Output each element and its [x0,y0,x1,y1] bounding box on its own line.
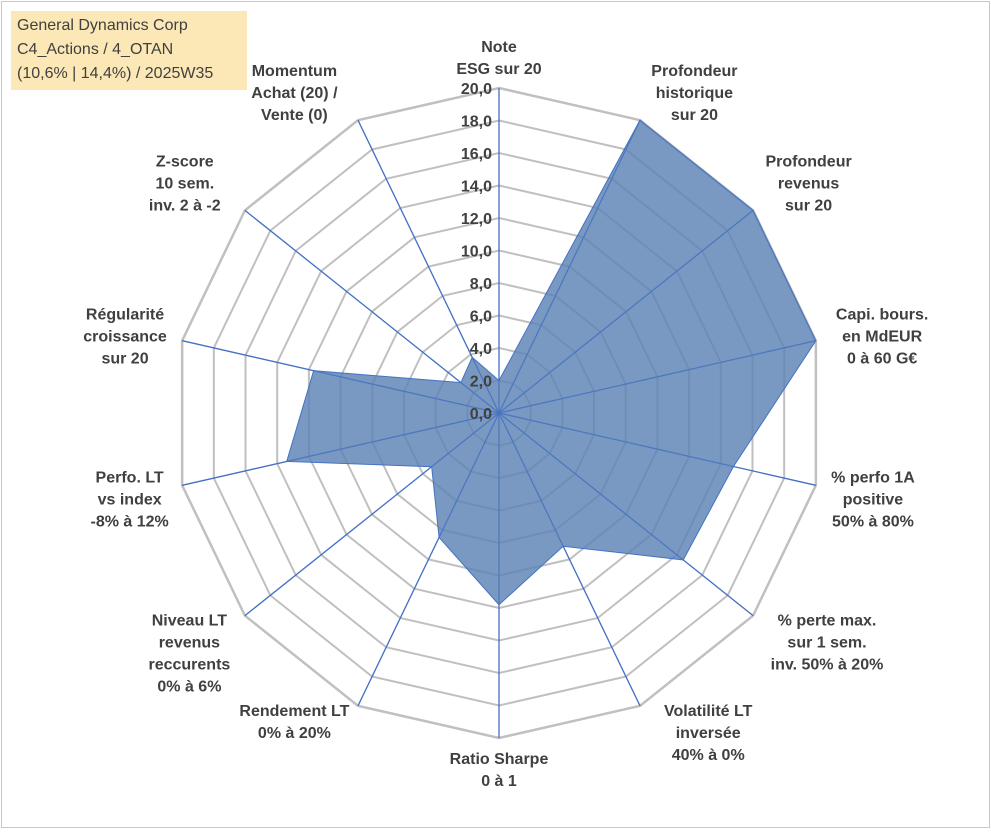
tick-label: 6,0 [470,309,492,326]
category-label-line: vs index [98,491,162,508]
category-label-line: Note [481,39,517,56]
title-line-3: (10,6% | 14,4%) / 2025W35 [17,65,214,82]
category-label-line: -8% à 12% [91,513,169,530]
category-label-line: Achat (20) / [251,85,338,102]
axis-spoke-overlay [244,209,500,414]
category-label-line: Profondeur [765,153,851,170]
category-label-line: 40% à 0% [672,747,745,764]
category-label-line: 10 sem. [155,175,214,192]
category-label: Profondeur revenus sur 20 [765,153,851,214]
category-label-line: Rendement LT [239,703,349,720]
category-label-line: positive [843,491,904,508]
radar-series [182,88,817,738]
category-label-line: inv. 50% à 20% [771,657,884,674]
category-label-line: 50% à 80% [832,513,914,530]
category-label-line: 0 à 1 [481,773,517,790]
category-label-line: % perfo 1A [831,469,915,486]
tick-label: 14,0 [461,179,492,196]
category-label: Ratio Sharpe 0 à 1 [450,751,549,790]
axis-spoke-overlay [498,412,816,486]
category-label-line: sur 20 [785,197,832,214]
category-label-line: Régularité [86,307,164,324]
axis-spoke-overlay [244,412,500,617]
category-label-line: % perte max. [778,613,877,630]
category-label: Capi. bours. en MdEUR 0 à 60 G€ [836,307,928,368]
category-label-line: croissance [83,329,167,346]
category-label-line: reccurents [148,657,230,674]
category-label-line: Niveau LT [152,613,228,630]
category-label-line: historique [656,85,733,102]
tick-label: 2,0 [470,374,492,391]
category-label-line: Ratio Sharpe [450,751,549,768]
category-label: Volatilité LT inversée 40% à 0% [664,703,753,764]
axis-spoke-overlay [498,340,816,414]
category-label-line: Momentum [252,63,337,80]
category-label-line: Vente (0) [261,107,328,124]
category-label: Régularité croissance sur 20 [83,307,167,368]
category-label-line: sur 20 [101,351,148,368]
category-label: Momentum Achat (20) / Vente (0) [251,63,338,124]
title-line-1: General Dynamics Corp [17,17,188,34]
tick-label: 18,0 [461,114,492,131]
tick-label: 20,0 [461,81,492,98]
category-label-line: inversée [676,725,741,742]
category-label-line: Z-score [156,153,214,170]
category-label: % perte max. sur 1 sem. inv. 50% à 20% [771,613,884,674]
category-label: Note ESG sur 20 [456,39,541,78]
category-label-line: ESG sur 20 [456,61,541,78]
category-label-line: revenus [159,635,220,652]
axis-spoke-overlay [498,412,754,617]
tick-label: 0,0 [470,406,492,423]
category-label-line: Volatilité LT [664,703,753,720]
axis-spoke-overlay [498,209,754,414]
category-label-line: Perfo. LT [96,469,164,486]
category-label-line: sur 20 [671,107,718,124]
series-area [286,119,817,606]
category-label: Rendement LT 0% à 20% [239,703,349,742]
category-label: Perfo. LT vs index -8% à 12% [91,469,169,530]
radial-tick-labels: 0,0 2,0 4,0 6,0 8,0 10,0 12,0 14,0 16,0 18,0 20,0 [461,81,492,423]
category-label: Niveau LT revenus reccurents 0% à 6% [148,613,230,696]
category-label-line: Capi. bours. [836,307,928,324]
category-label-line: 0% à 6% [157,679,221,696]
tick-label: 16,0 [461,146,492,163]
title-line-2: C4_Actions / 4_OTAN [17,41,174,58]
category-label-line: Profondeur [651,63,737,80]
category-label: % perfo 1A positive 50% à 80% [831,469,915,530]
category-label-line: 0 à 60 G€ [847,351,917,368]
chart-title-box: General Dynamics Corp C4_Actions / 4_OTA… [11,11,247,90]
axis-spoke-overlay [182,340,500,414]
category-label-line: 0% à 20% [258,725,331,742]
tick-label: 4,0 [470,341,492,358]
axis-spoke-overlay [182,412,500,486]
tick-label: 10,0 [461,244,492,261]
category-label: Profondeur historique sur 20 [651,63,737,124]
axis-spoke-overlay [498,119,641,414]
axis-spoke-overlay [357,119,500,414]
axis-spoke-overlay [498,412,641,707]
tick-label: 12,0 [461,211,492,228]
category-label-line: sur 1 sem. [787,635,866,652]
category-label: Z-score 10 sem. inv. 2 à -2 [149,153,221,214]
category-labels: Note ESG sur 20 Profondeur historique sur 20… [83,39,928,790]
category-label-line: inv. 2 à -2 [149,197,221,214]
tick-label: 8,0 [470,276,492,293]
category-label-line: en MdEUR [842,329,922,346]
category-label-line: revenus [778,175,839,192]
axis-spoke-overlay [357,412,500,707]
